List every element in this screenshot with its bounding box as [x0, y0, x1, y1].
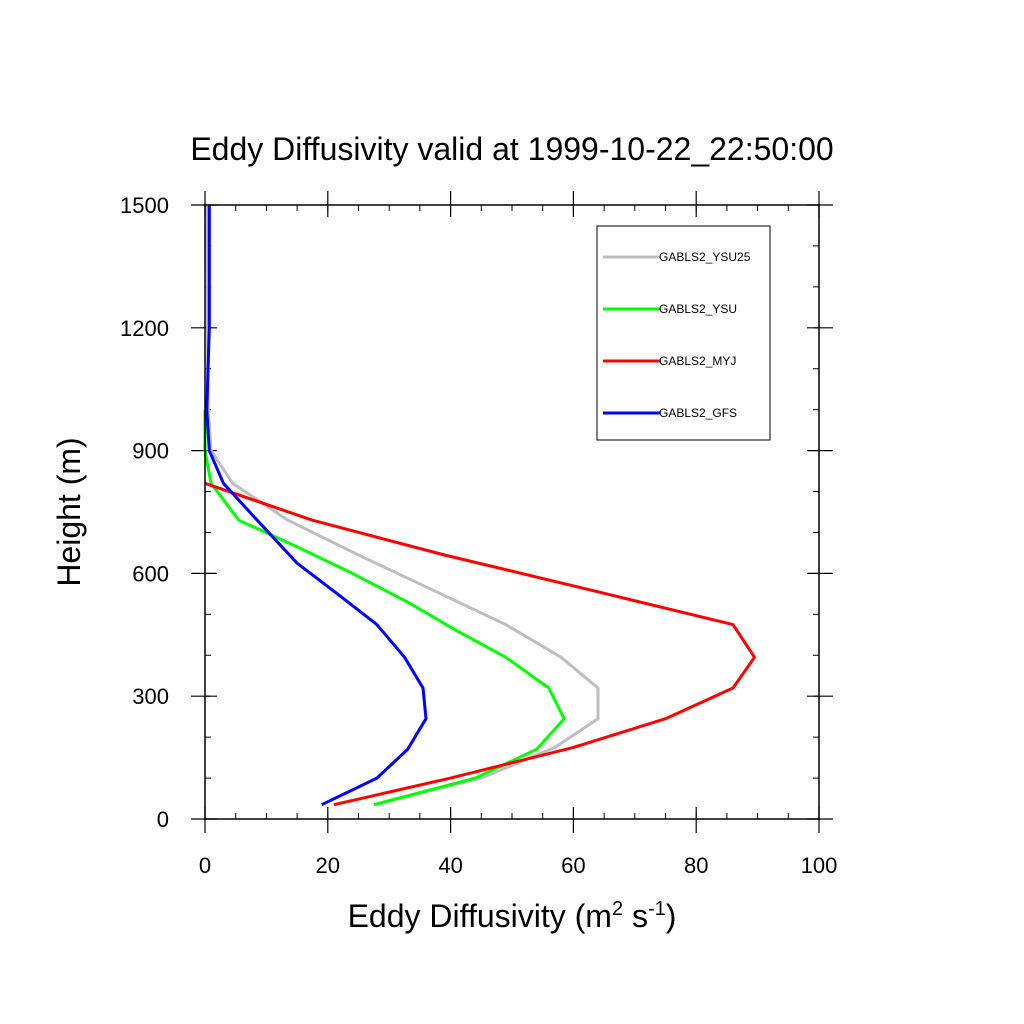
series-lines: [203, 204, 756, 807]
tick-labels: 0 20 40 60 80 100 0 300 600 900 1200 1500: [120, 193, 837, 878]
legend-box: [596, 225, 771, 441]
series-line-gabls2-gfs: [205, 205, 428, 807]
y-axis-label: Height (m): [51, 437, 87, 586]
chart-title: Eddy Diffusivity valid at 1999-10-22_22:…: [190, 131, 833, 167]
x-axis-label-sup1: 2: [612, 898, 623, 920]
y-tick-label: 900: [132, 439, 169, 464]
y-tick-label: 1500: [120, 193, 169, 218]
x-axis-label-sup2: -1: [648, 898, 666, 920]
x-tick-label: 20: [316, 853, 340, 878]
legend-label: GABLS2_YSU25: [659, 250, 751, 264]
y-tick-label: 600: [132, 561, 169, 586]
x-tick-label: 0: [199, 853, 211, 878]
legend-label: GABLS2_GFS: [659, 406, 737, 420]
x-tick-label: 60: [561, 853, 585, 878]
y-tick-label: 300: [132, 684, 169, 709]
legend: GABLS2_YSU25 GABLS2_YSU GABLS2_MYJ GABLS2_G…: [596, 225, 771, 441]
x-axis-label-end: ): [666, 898, 677, 934]
series-line-gabls2-myj: [204, 481, 756, 807]
series-line-gabls2-ysu: [203, 409, 566, 807]
x-axis-label-mid: s: [623, 898, 648, 934]
x-tick-label: 40: [438, 853, 462, 878]
y-tick-label: 0: [157, 807, 169, 832]
plot-frame: [204, 204, 820, 820]
x-tick-label: 100: [801, 853, 838, 878]
x-axis-label: Eddy Diffusivity (m2 s-1): [348, 898, 677, 934]
legend-label: GABLS2_YSU: [659, 302, 737, 316]
y-tick-label: 1200: [120, 316, 169, 341]
x-axis-label-text: Eddy Diffusivity (m: [348, 898, 612, 934]
x-tick-label: 80: [684, 853, 708, 878]
legend-label: GABLS2_MYJ: [659, 354, 736, 368]
